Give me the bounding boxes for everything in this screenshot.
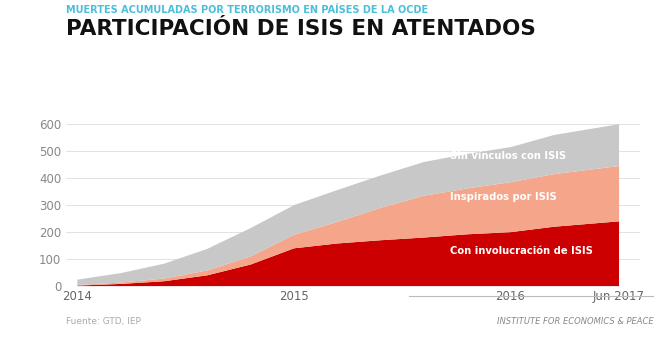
Text: Sin vínculos con ISIS: Sin vínculos con ISIS	[449, 151, 566, 161]
Text: Fuente: GTD, IEP: Fuente: GTD, IEP	[66, 318, 141, 326]
Text: INSTITUTE FOR ECONOMICS & PEACE: INSTITUTE FOR ECONOMICS & PEACE	[497, 318, 653, 326]
Text: PARTICIPACIÓN DE ISIS EN ATENTADOS: PARTICIPACIÓN DE ISIS EN ATENTADOS	[66, 19, 536, 39]
Text: MUERTES ACUMULADAS POR TERRORISMO EN PAÍSES DE LA OCDE: MUERTES ACUMULADAS POR TERRORISMO EN PAÍ…	[66, 5, 428, 15]
Text: Inspirados por ISIS: Inspirados por ISIS	[449, 191, 556, 202]
Text: Con involucración de ISIS: Con involucración de ISIS	[449, 245, 593, 256]
